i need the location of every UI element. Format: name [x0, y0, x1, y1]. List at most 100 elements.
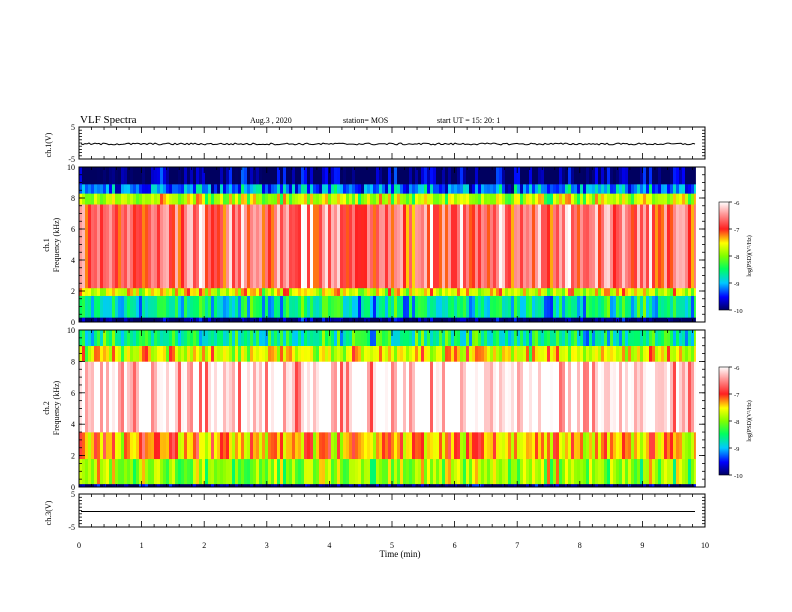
- spectrogram-cell: [223, 345, 227, 362]
- spectrogram-cell: [544, 483, 548, 487]
- spectrogram-cell: [301, 330, 305, 346]
- spectrogram-cell: [247, 361, 251, 433]
- spectrogram-cell: [331, 483, 335, 487]
- spectrogram-cell: [691, 361, 695, 433]
- spectrogram-cell: [661, 345, 665, 362]
- spectrogram-cell: [424, 483, 428, 487]
- spectrogram-cell: [412, 432, 416, 460]
- spectrogram-cell: [643, 204, 647, 289]
- spectrogram-cell: [550, 204, 554, 289]
- spectrogram-cell: [589, 345, 593, 362]
- spectrogram-cell: [481, 330, 485, 346]
- spectrogram-cell: [541, 458, 545, 485]
- spectrogram-cell: [382, 287, 386, 296]
- spectrogram-cell: [592, 361, 596, 433]
- spectrogram-cell: [319, 483, 323, 487]
- spectrogram-cell: [523, 295, 527, 318]
- spectrogram-cell: [541, 361, 545, 433]
- spectrogram-cell: [475, 458, 479, 485]
- spectrogram-cell: [424, 361, 428, 433]
- spectrogram-cell: [619, 458, 623, 485]
- spectrogram-cell: [637, 330, 641, 346]
- spectrogram-cell: [619, 432, 623, 460]
- spectrogram-cell: [514, 345, 518, 362]
- x-tick-label: 2: [202, 541, 206, 550]
- spectrogram-cell: [79, 317, 83, 322]
- spectrogram-cell: [94, 330, 98, 346]
- spectrogram-cell: [280, 204, 284, 289]
- spectrogram-cell: [253, 167, 257, 185]
- spectrogram-cell: [370, 167, 374, 185]
- spectrogram-cell: [442, 483, 446, 487]
- spectrogram-cell: [418, 287, 422, 296]
- spectrogram-cell: [337, 330, 341, 346]
- spectrogram-cell: [268, 458, 272, 485]
- spectrogram-cell: [256, 483, 260, 487]
- spectrogram-cell: [523, 458, 527, 485]
- spectrogram-cell: [199, 204, 203, 289]
- spectrogram-cell: [427, 458, 431, 485]
- spectrogram-cell: [121, 167, 125, 185]
- spectrogram-cell: [475, 483, 479, 487]
- spectrogram-cell: [373, 193, 377, 205]
- spectrogram-cell: [88, 458, 92, 485]
- spectrogram-cell: [91, 295, 95, 318]
- spectrogram-cell: [376, 345, 380, 362]
- spectrogram-cell: [532, 345, 536, 362]
- spectrogram-cell: [586, 184, 590, 194]
- spectrogram-cell: [106, 345, 110, 362]
- spectrogram-cell: [283, 432, 287, 460]
- spectrogram-cell: [436, 361, 440, 433]
- spectrogram-cell: [271, 330, 275, 346]
- spectrogram-cell: [376, 361, 380, 433]
- spectrogram-cell: [622, 432, 626, 460]
- spectrogram-cell: [643, 317, 647, 322]
- x-tick-label: 6: [453, 541, 457, 550]
- spectrogram-cell: [364, 432, 368, 460]
- spectrogram-cell: [451, 483, 455, 487]
- spectrogram-cell: [220, 330, 224, 346]
- spectrogram-cell: [406, 184, 410, 194]
- spectrogram-cell: [586, 193, 590, 205]
- spectrogram-cell: [664, 204, 668, 289]
- spectrogram-cell: [595, 458, 599, 485]
- spectrogram-cell: [193, 330, 197, 346]
- spectrogram-cell: [523, 204, 527, 289]
- spectrogram-cell: [577, 361, 581, 433]
- spectrogram-cell: [163, 345, 167, 362]
- spectrogram-cell: [259, 317, 263, 322]
- spectrogram-cell: [655, 287, 659, 296]
- spectrogram-cell: [133, 330, 137, 346]
- spectrogram-cell: [409, 295, 413, 318]
- spectrogram-cell: [157, 345, 161, 362]
- spectrogram-cell: [520, 483, 524, 487]
- spectrogram-cell: [406, 345, 410, 362]
- spectrogram-cell: [400, 458, 404, 485]
- spectrogram-cell: [88, 287, 92, 296]
- spectrogram-cell: [313, 193, 317, 205]
- spectrogram-cell: [226, 167, 230, 185]
- spectrogram-cell: [103, 458, 107, 485]
- spectrogram-cell: [598, 361, 602, 433]
- spectrogram-cell: [694, 204, 696, 289]
- spectrogram-cell: [280, 167, 284, 185]
- spectrogram-cell: [349, 295, 353, 318]
- spectrogram-cell: [184, 458, 188, 485]
- spectrogram-cell: [574, 295, 578, 318]
- spectrogram-cell: [442, 330, 446, 346]
- spectrogram-cell: [658, 193, 662, 205]
- spectrogram-cell: [583, 287, 587, 296]
- spectrogram-cell: [304, 345, 308, 362]
- spectrogram-cell: [292, 330, 296, 346]
- spectrogram-cell: [571, 287, 575, 296]
- spectrogram-cell: [94, 287, 98, 296]
- spectrogram-cell: [136, 483, 140, 487]
- spectrogram-cell: [460, 345, 464, 362]
- spectrogram-cell: [172, 193, 176, 205]
- spectrogram-cell: [532, 330, 536, 346]
- spectrogram-cell: [340, 193, 344, 205]
- spectrogram-cell: [295, 483, 299, 487]
- spectrogram-cell: [652, 432, 656, 460]
- spectrogram-cell: [460, 193, 464, 205]
- spectrogram-cell: [502, 432, 506, 460]
